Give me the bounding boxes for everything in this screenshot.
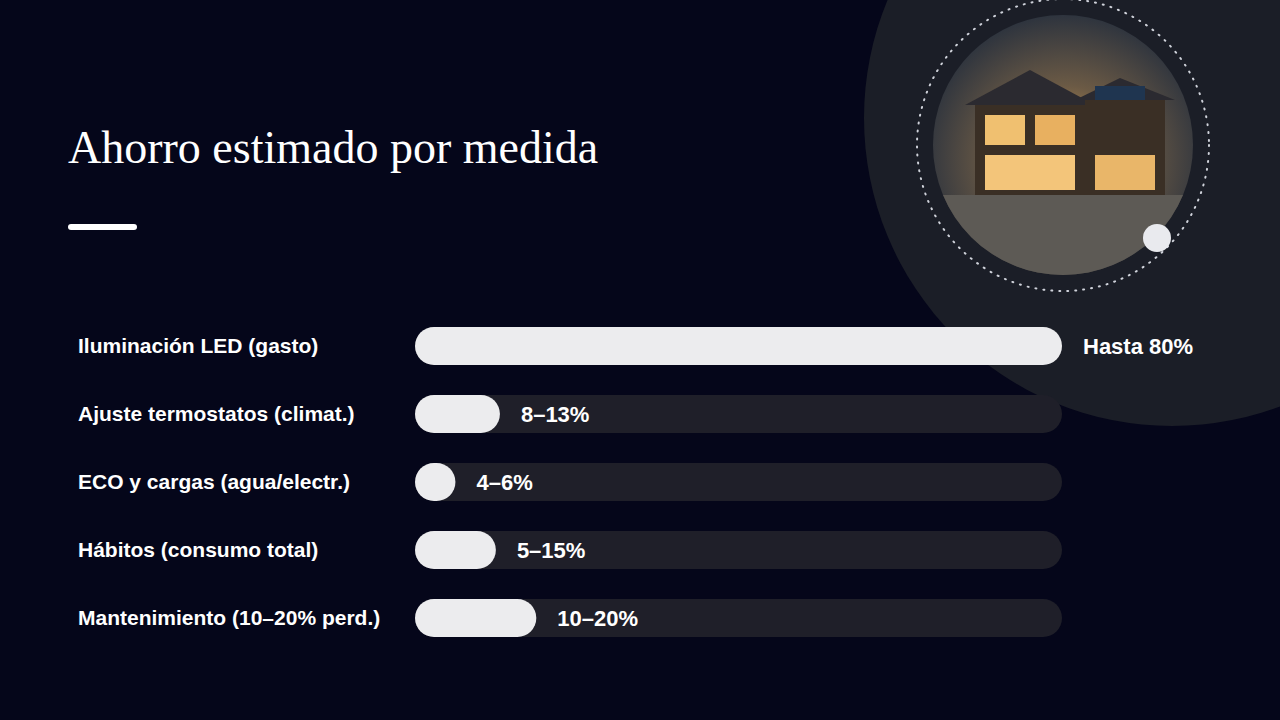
html-text:ECO y cargas (agua/electr.): ECO y cargas (agua/electr.) (78, 470, 350, 493)
svg-text:4–6%: 4–6% (476, 470, 532, 495)
html-text:Ajuste termostatos (climat.): Ajuste termostatos (climat.) (78, 402, 355, 425)
svg-text:Hasta 80%: Hasta 80% (1083, 334, 1193, 359)
html-text:Ahorro estimado por medida: Ahorro estimado por medida (68, 122, 599, 173)
html-text:Iluminación LED (gasto): Iluminación LED (gasto) (78, 334, 319, 357)
html-text:Hábitos (consumo total): Hábitos (consumo total) (78, 538, 319, 561)
svg-text:5–15%: 5–15% (517, 538, 586, 563)
svg-text:10–20%: 10–20% (557, 606, 638, 631)
svg-text:8–13%: 8–13% (521, 402, 590, 427)
html-text:Mantenimiento (10–20% perd.): Mantenimiento (10–20% perd.) (78, 606, 381, 629)
